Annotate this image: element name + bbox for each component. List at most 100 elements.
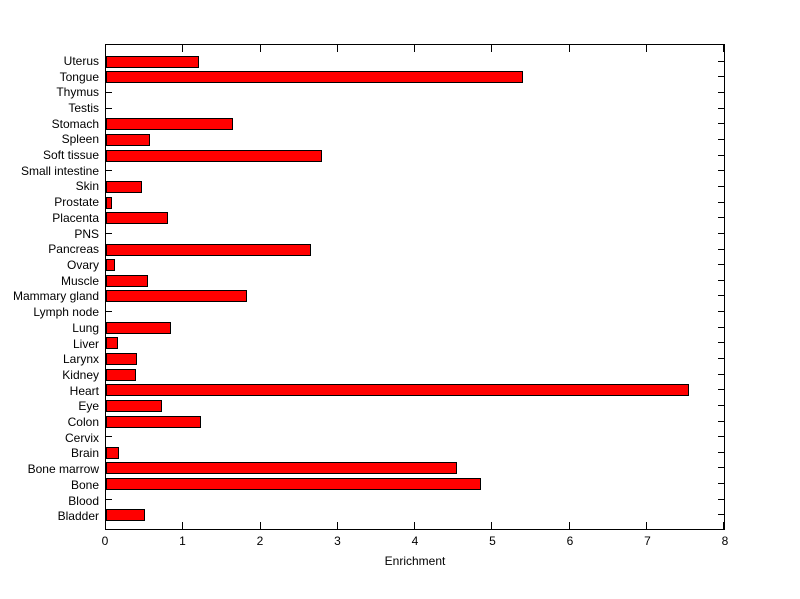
category-label: Pancreas — [48, 242, 99, 257]
y-tick-right — [718, 92, 724, 94]
bar-row — [106, 210, 724, 226]
bar-rows — [106, 45, 724, 529]
y-tick-right — [718, 107, 724, 109]
y-tick-right — [718, 389, 724, 391]
x-tick-top — [568, 45, 570, 52]
y-tick-right — [718, 76, 724, 78]
category-label: Stomach — [51, 116, 99, 131]
y-tick-right — [718, 467, 724, 469]
bar-bone-marrow — [106, 462, 458, 475]
x-tick-label: 7 — [644, 534, 651, 548]
bar-row — [106, 398, 724, 414]
x-tick-top — [645, 45, 647, 52]
bar-heart — [106, 384, 690, 397]
y-tick-right — [718, 373, 724, 375]
bar-row — [106, 163, 724, 179]
category-label: Mammary gland — [12, 289, 99, 304]
y-tick-right — [718, 201, 724, 203]
y-tick-right — [718, 279, 724, 281]
y-tick-right — [718, 514, 724, 516]
bar-tongue — [106, 71, 524, 84]
y-tick-left — [106, 498, 112, 500]
bar-soft-tissue — [106, 149, 323, 162]
bar-muscle — [106, 274, 149, 287]
x-axis-title: Enrichment — [384, 554, 446, 568]
category-label: Skin — [75, 179, 99, 194]
bar-row — [106, 70, 724, 86]
y-tick-left — [106, 436, 112, 438]
bar-bone — [106, 478, 481, 491]
x-tick-label: 0 — [101, 534, 109, 548]
bar-row — [106, 257, 724, 273]
bar-colon — [106, 415, 202, 428]
bar-row — [106, 476, 724, 492]
bar-row — [106, 382, 724, 398]
category-label: Bladder — [57, 509, 99, 524]
x-tick-bottom — [568, 522, 570, 529]
bar-mammary-gland — [106, 290, 247, 303]
y-tick-right — [718, 420, 724, 422]
bar-row — [106, 273, 724, 289]
category-label: Heart — [69, 383, 99, 398]
x-tick-top — [414, 45, 415, 52]
category-label: Uterus — [63, 53, 99, 68]
bar-brain — [106, 446, 120, 459]
bar-placenta — [106, 212, 168, 225]
x-axis-tick-labels: 0 1 2 3 4 5 6 7 8 — [101, 534, 729, 550]
category-label: Liver — [72, 336, 99, 351]
x-tick-top — [259, 45, 261, 52]
y-tick-right — [718, 60, 724, 62]
x-tick-bottom — [414, 522, 415, 529]
y-tick-right — [718, 311, 724, 313]
bar-eye — [106, 399, 162, 412]
y-tick-right — [718, 170, 724, 172]
bar-pancreas — [106, 243, 311, 256]
x-tick-bottom — [645, 522, 647, 529]
y-tick-right — [718, 217, 724, 219]
bar-row — [106, 117, 724, 133]
bar-row — [106, 226, 724, 242]
bar-larynx — [106, 352, 137, 365]
bar-row — [106, 508, 724, 524]
category-label: Muscle — [60, 273, 99, 288]
y-tick-right — [718, 264, 724, 266]
category-label: Kidney — [62, 367, 99, 382]
y-tick-right — [718, 248, 724, 250]
y-tick-right — [718, 139, 724, 141]
bar-row — [106, 242, 724, 258]
bar-row — [106, 429, 724, 445]
category-label: Thymus — [56, 85, 99, 100]
bar-liver — [106, 337, 119, 350]
bar-row — [106, 85, 724, 101]
x-tick-bottom — [182, 522, 184, 529]
bar-row — [106, 54, 724, 70]
bar-row — [106, 101, 724, 117]
y-tick-right — [718, 342, 724, 344]
category-label: Bone marrow — [27, 462, 99, 477]
bar-row — [106, 336, 724, 352]
bar-row — [106, 195, 724, 211]
category-label: Bone — [70, 477, 99, 492]
y-tick-left — [106, 232, 112, 234]
x-tick-bottom — [259, 522, 261, 529]
y-tick-right — [718, 154, 724, 156]
y-tick-right — [718, 498, 724, 500]
y-tick-right — [718, 326, 724, 328]
x-tick-top — [491, 45, 493, 52]
category-label: PNS — [74, 226, 99, 241]
bar-lung — [106, 321, 171, 334]
bar-row — [106, 461, 724, 477]
x-tick-top — [723, 45, 724, 52]
y-tick-right — [718, 404, 724, 406]
category-label: Spleen — [61, 132, 99, 147]
category-label: Larynx — [62, 352, 99, 367]
bar-stomach — [106, 118, 234, 131]
bar-row — [106, 304, 724, 320]
x-tick-bottom — [105, 522, 106, 529]
bar-row — [106, 132, 724, 148]
y-tick-right — [718, 483, 724, 485]
x-tick-top — [105, 45, 106, 52]
y-tick-right — [718, 436, 724, 438]
y-tick-right — [718, 451, 724, 453]
bar-row — [106, 179, 724, 195]
